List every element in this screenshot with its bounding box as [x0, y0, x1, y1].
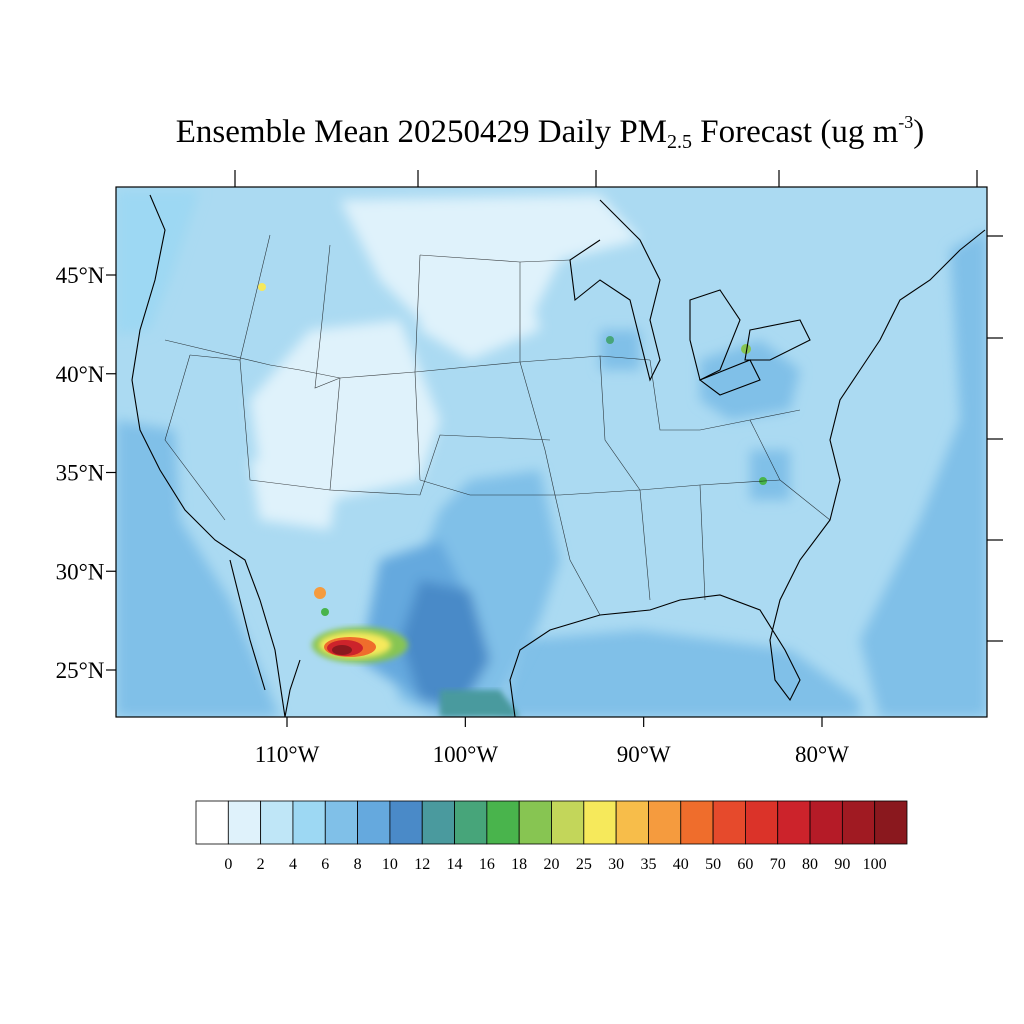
colorbar-label: 60 [737, 856, 753, 873]
colorbar-label: 80 [802, 856, 818, 873]
colorbar-label: 14 [447, 856, 463, 873]
lon-label: 80°W [795, 742, 849, 767]
colorbar-label: 50 [705, 856, 721, 873]
lon-label: 110°W [255, 742, 320, 767]
title-subscript: 2.5 [667, 131, 693, 153]
colorbar-swatch [680, 800, 714, 845]
colorbar-swatch [357, 800, 391, 845]
colorbar-swatch [615, 800, 649, 845]
colorbar-swatch [518, 800, 552, 845]
title-main: Ensemble Mean 20250429 Daily PM [175, 114, 668, 150]
colorbar-swatch [195, 800, 229, 845]
colorbar-swatch [260, 800, 294, 845]
colorbar-swatch [583, 800, 617, 845]
colorbar-label: 30 [608, 856, 624, 873]
lat-label: 40°N [56, 362, 105, 387]
map-frame [115, 186, 988, 718]
top-ticks [234, 170, 978, 187]
colorbar-label: 10 [382, 856, 398, 873]
colorbar-swatch [486, 800, 520, 845]
moderate-concentration-areas [360, 330, 800, 717]
lon-label: 100°W [433, 742, 499, 767]
colorbar-swatch [324, 800, 358, 845]
colorbar-swatch [227, 800, 262, 845]
concentration-field [116, 187, 987, 717]
colorbar-label: 6 [321, 856, 329, 873]
lat-label: 30°N [56, 559, 105, 584]
title-rest: Forecast (ug m [692, 114, 899, 150]
colorbar-label: 0 [224, 856, 232, 873]
colorbar-label: 20 [544, 856, 560, 873]
colorbar-swatch [809, 800, 843, 845]
colorbar-label: 70 [770, 856, 786, 873]
colorbar-swatch [777, 800, 811, 845]
colorbar-label: 100 [863, 856, 887, 873]
longitude-axis: 110°W 100°W 90°W 80°W [255, 717, 849, 767]
colorbar-swatch [292, 800, 326, 845]
colorbar-label: 40 [673, 856, 689, 873]
colorbar-swatch [874, 800, 908, 845]
colorbar-label: 16 [479, 856, 495, 873]
colorbar-swatch [841, 800, 876, 845]
latitude-axis: 45°N 40°N 35°N 30°N 25°N [56, 263, 116, 683]
colorbar-swatch [648, 800, 682, 845]
title-close: ) [913, 114, 925, 150]
colorbar-label: 35 [640, 856, 656, 873]
colorbar-label: 25 [576, 856, 592, 873]
colorbar-label: 4 [289, 856, 297, 873]
hotspot-plume [258, 283, 767, 717]
coastlines [131, 194, 986, 717]
colorbar-swatch [712, 800, 746, 845]
colorbar-swatch [745, 800, 779, 845]
colorbar-label: 90 [834, 856, 850, 873]
map-title: Ensemble Mean 20250429 Daily PM2.5 Forec… [0, 112, 1024, 154]
colorbar-label: 8 [354, 856, 362, 873]
colorbar-label: 12 [414, 856, 430, 873]
colorbar-label: 18 [511, 856, 527, 873]
colorbar-label: 2 [257, 856, 265, 873]
colorbar-labels: 0 2 4 6 8 10 12 14 16 18 20 25 30 35 40 50 60 70 80 90 100 [224, 856, 886, 873]
lat-label: 25°N [56, 658, 105, 683]
colorbar-swatch [421, 800, 455, 845]
colorbar-swatch [389, 800, 423, 845]
lat-label: 35°N [56, 461, 105, 486]
colorbar-swatch [454, 800, 488, 845]
title-superscript: -3 [898, 112, 914, 132]
lat-label: 45°N [56, 263, 105, 288]
lon-label: 90°W [617, 742, 671, 767]
right-ticks [987, 235, 1003, 642]
state-boundaries [164, 234, 831, 616]
low-concentration-areas [250, 195, 640, 530]
colorbar-swatch [551, 800, 585, 845]
colorbar [195, 800, 908, 845]
